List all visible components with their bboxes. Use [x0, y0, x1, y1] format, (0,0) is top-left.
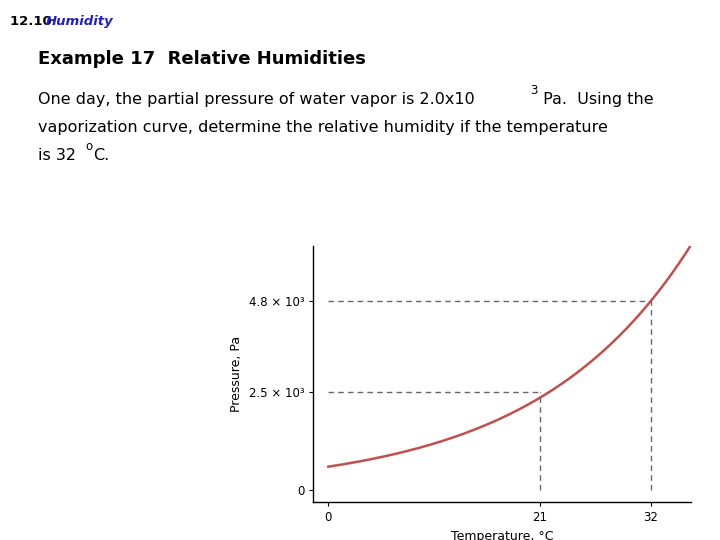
Text: Pa.  Using the: Pa. Using the	[538, 92, 654, 107]
Text: 12.10: 12.10	[10, 15, 56, 28]
Text: is 32: is 32	[38, 148, 76, 163]
Text: One day, the partial pressure of water vapor is 2.0x10: One day, the partial pressure of water v…	[38, 92, 474, 107]
Y-axis label: Pressure, Pa: Pressure, Pa	[230, 336, 243, 412]
Text: 3: 3	[530, 84, 537, 97]
Text: C.: C.	[93, 148, 109, 163]
Text: o: o	[85, 140, 92, 153]
Text: Example 17  Relative Humidities: Example 17 Relative Humidities	[38, 50, 366, 68]
Text: vaporization curve, determine the relative humidity if the temperature: vaporization curve, determine the relati…	[38, 120, 608, 135]
X-axis label: Temperature, °C: Temperature, °C	[451, 530, 554, 540]
Text: Humidity: Humidity	[46, 15, 114, 28]
